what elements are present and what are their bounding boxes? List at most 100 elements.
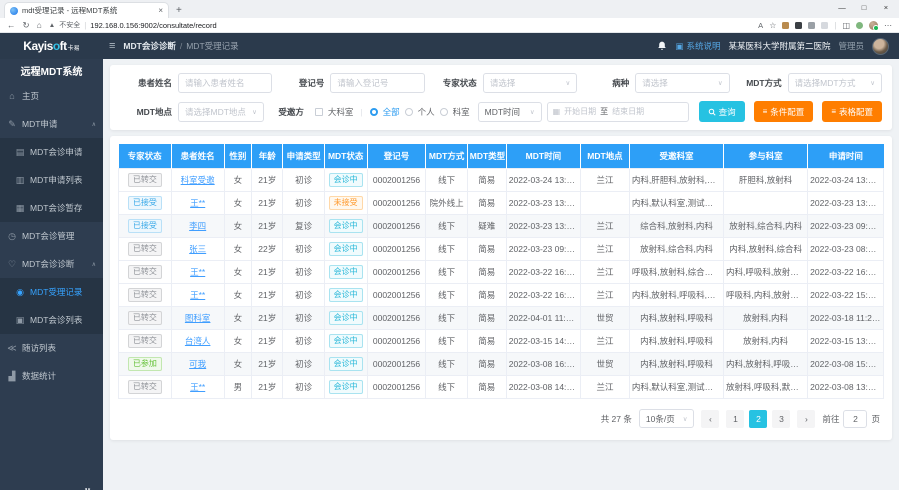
search-button[interactable]: 查询 [698,101,745,122]
patient-name-link[interactable]: 王** [190,382,206,392]
more-menu-icon[interactable]: ⋯ [884,20,892,30]
read-aloud-icon[interactable]: A [758,20,764,30]
prev-page-button[interactable]: ‹ [701,409,720,428]
patient-name-link[interactable]: 王** [190,198,206,208]
patient-name-link[interactable]: 图科室 [184,313,211,323]
page-button-3[interactable]: 3 [772,409,791,428]
sidebar-item-mdt-consult-list[interactable]: ▣ MDT会诊列表 [0,306,103,334]
table-row: 已转交 图科室 女 21岁 初诊 会诊中 0002001256 线下 简易 2022-04-01 … [118,306,884,330]
config-icon: ≡ [762,107,768,116]
sidebar-item-mdt-accept-record[interactable]: ◉ MDT受理记录 [0,278,103,306]
radio-dept[interactable] [439,107,448,116]
cell-location: 兰江 [579,329,630,353]
sidebar-menu: ⌂ 主页 ✎ MDT申请 ∧ ▤ MDT会诊申请 ▥ MDT申请列表 ▦ MDT会诊暂存 ◷ MDT会诊… [0,82,103,390]
url-bar[interactable]: ▲ 不安全 | 192.168.0.156:9002/consultate/re… [49,20,751,30]
cell-age: 22岁 [251,237,284,261]
sidebar-item-mdt-consult-diagnose[interactable]: ♡ MDT会诊诊断 ∧ [0,250,103,278]
patient-name-link[interactable]: 王** [190,267,206,277]
browser-addressbar: ← ↻ ⌂ ▲ 不安全 | 192.168.0.156:9002/consult… [0,18,899,33]
tab-close-icon[interactable]: × [158,6,163,15]
cell-expert-status: 已转交 [118,306,172,330]
condition-config-button[interactable]: ≡ 条件配置 [753,101,814,122]
patient-name-link[interactable]: 李四 [189,221,207,231]
cell-gender: 女 [223,260,253,284]
extension-icon-3[interactable] [808,21,816,29]
radio-personal[interactable] [404,107,413,116]
sidebar-item-mdt-consult-apply[interactable]: ▤ MDT会诊申请 [0,138,103,166]
expert-status-select[interactable]: 请选择 ∨ [482,73,578,93]
system-help-link[interactable]: ▣ 系统说明 [675,40,720,52]
bell-icon[interactable] [657,41,667,51]
radio-personal-label[interactable]: 个人 [417,106,435,117]
patient-name-link[interactable]: 台湾人 [184,336,211,346]
disease-select[interactable]: 请选择 ∨ [635,73,730,93]
patient-name-link[interactable]: 可我 [189,359,207,369]
patient-name-link[interactable]: 张三 [189,244,207,254]
favorites-icon[interactable]: ☆ [769,20,777,30]
cell-mdt-status: 会诊中 [323,214,368,238]
mdt-location-select[interactable]: 请选择MDT地点 ∨ [178,101,264,122]
new-tab-button[interactable]: + [176,5,182,16]
sidebar-item-mdt-apply-list[interactable]: ▥ MDT申请列表 [0,166,103,194]
cell-mode: 线下 [425,168,468,192]
cell-location: 世贸 [579,306,630,330]
back-icon[interactable]: ← [7,20,16,30]
status-badge: 已转交 [127,380,162,394]
reg-no-input[interactable] [330,73,425,93]
date-range-picker[interactable]: ▦ 开始日期 至 结束日期 [546,101,689,122]
logo-rest: ft [59,39,68,53]
radio-all[interactable] [369,107,378,116]
cell-mdt-time: 2022-03-22 16:50:00 [505,283,581,307]
patient-name-input[interactable] [178,73,273,93]
logo-text: Kayis [23,39,53,53]
sidebar-item-mdt-consult-manage[interactable]: ◷ MDT会诊管理 [0,222,103,250]
radio-dept-label[interactable]: 科室 [452,106,470,117]
cell-age: 21岁 [251,191,284,215]
sidebar-item-mdt-apply[interactable]: ✎ MDT申请 ∧ [0,110,103,138]
page-size-select[interactable]: 10条/页 ∨ [638,409,695,428]
home-icon[interactable]: ⌂ [36,20,42,30]
cell-apply-time: 2022-03-22 16:31:36 [807,260,884,284]
extension-icon-2[interactable] [795,21,803,29]
dept-group-checkbox-label[interactable]: 大科室 [327,106,354,117]
patient-name-link[interactable]: 王** [190,290,206,300]
close-button[interactable]: × [883,3,889,12]
status-badge: 已转交 [127,242,162,256]
patient-name-link[interactable]: 科室受邀 [180,175,215,185]
goto-page-input[interactable] [843,409,868,428]
dept-group-checkbox[interactable] [314,107,323,116]
maximize-button[interactable]: □ [861,3,867,12]
collapse-menu-icon[interactable]: ≡ [109,40,116,52]
split-screen-icon[interactable]: ◫ [842,20,850,30]
browser-tab[interactable]: mdt受理记录 - 远程MDT系统 × [4,2,169,18]
cell-gender: 女 [223,168,253,192]
cell-name: 图科室 [170,306,225,330]
cell-mdt-status: 会诊中 [323,329,368,353]
extension-icon-1[interactable] [782,21,790,29]
next-page-button[interactable]: › [797,409,816,428]
extension-icon-4[interactable] [821,21,829,29]
table-row: 已接受 李四 女 21岁 复诊 会诊中 0002001256 线下 疑难 2022-03-23 1… [118,214,884,238]
cell-mode: 线下 [425,306,468,330]
table-config-button[interactable]: ≡ 表格配置 [822,101,882,122]
mdt-mode-select[interactable]: 请选择MDT方式 ∨ [787,73,883,93]
browser-essentials-icon[interactable] [856,21,863,29]
page-button-1[interactable]: 1 [726,409,745,428]
radio-all-label[interactable]: 全部 [382,106,400,117]
sidebar-item-data-stats[interactable]: ▟ 数据统计 [0,362,103,390]
cell-mdt-type: 简易 [466,168,507,192]
sidebar: 远程MDT系统 ⌂ 主页 ✎ MDT申请 ∧ ▤ MDT会诊申请 ▥ MDT申请列表 ▦ MDT会诊… [0,59,103,490]
user-avatar[interactable] [872,37,889,55]
chevron-down-icon: ∨ [565,80,571,87]
sidebar-item-mdt-consult-draft[interactable]: ▦ MDT会诊暂存 [0,194,103,222]
page-button-2[interactable]: 2 [749,409,768,428]
refresh-icon[interactable]: ↻ [22,19,30,30]
minimize-button[interactable]: — [838,3,846,12]
sidebar-item-followup-list[interactable]: ≪ 随访列表 [0,334,103,362]
time-field-select[interactable]: MDT时间 ∨ [477,101,542,122]
sidebar-item-home[interactable]: ⌂ 主页 [0,82,103,110]
profile-icon[interactable] [869,20,879,31]
status-badge: 已接受 [127,219,162,233]
window-controls: — □ × [831,0,897,15]
cell-expert-status: 已转交 [118,283,172,307]
